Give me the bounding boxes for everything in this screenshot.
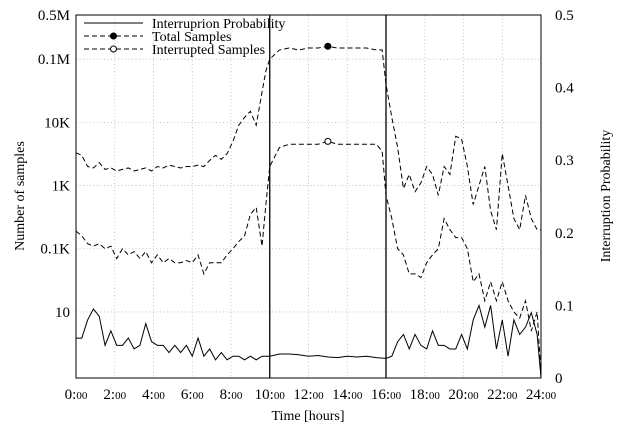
left-y-tick-label: 0.5M (38, 8, 70, 24)
right-y-tick-label: 0 (555, 371, 563, 387)
right-y-tick-label: 0.5 (555, 8, 574, 24)
series-layer (75, 42, 542, 379)
x-tick-label: 14:00 (332, 387, 363, 403)
x-tick-label: 0:00 (65, 387, 88, 403)
legend-marker-2 (110, 32, 117, 40)
left-y-tick-label: 0.1K (40, 242, 70, 258)
series-marker-point (324, 137, 332, 145)
x-tick-label: 20:00 (448, 387, 479, 403)
x-tick-labels: 0:00 2:00 4:00 6:00 8:00 10:00 12:00 14:00 16:00… (65, 387, 557, 403)
legend-label-2: Total Samples (152, 30, 232, 45)
right-y-tick-labels: 0 0.1 0.2 0.3 0.4 0.5 (555, 8, 574, 387)
x-tick-label: 22:00 (487, 387, 518, 403)
series-marker-point (324, 42, 332, 50)
x-tick-label: 12:00 (293, 387, 324, 403)
right-y-tick-label: 0.2 (555, 226, 574, 242)
x-tick-label: 18:00 (410, 387, 441, 403)
vertical-markers (269, 15, 387, 378)
x-axis-title: Time [hours] (272, 409, 345, 424)
right-y-tick-label: 0.1 (555, 298, 574, 314)
left-y-axis-title: Number of samples (13, 141, 28, 251)
left-y-tick-label: 10K (44, 115, 70, 131)
x-tick-label: 6:00 (181, 387, 204, 403)
x-tick-label: 2:00 (103, 387, 126, 403)
right-y-tick-label: 0.3 (555, 153, 574, 169)
right-y-axis-title: Interruption Probability (599, 130, 614, 263)
x-tick-label: 10:00 (255, 387, 286, 403)
left-y-tick-label: 0.1M (38, 52, 70, 68)
right-y-tick-label: 0.4 (555, 81, 574, 97)
series-line-1 (76, 303, 542, 379)
left-y-tick-label: 10 (55, 305, 70, 321)
left-y-tick-labels: 10 0.1K 1K 10K 0.1M 0.5M (38, 8, 70, 321)
x-tick-label: 24:00 (526, 387, 557, 403)
left-y-tick-label: 1K (52, 179, 71, 195)
x-tick-label: 4:00 (142, 387, 165, 403)
legend-label-3: Interrupted Samples (152, 43, 265, 58)
x-tick-label: 8:00 (220, 387, 243, 403)
series-line-3 (75, 140, 542, 376)
legend-marker-3 (110, 45, 117, 53)
legend-label-1: Interruprion Probability (152, 17, 285, 32)
x-tick-label: 16:00 (371, 387, 402, 403)
plot-frame (75, 14, 542, 379)
